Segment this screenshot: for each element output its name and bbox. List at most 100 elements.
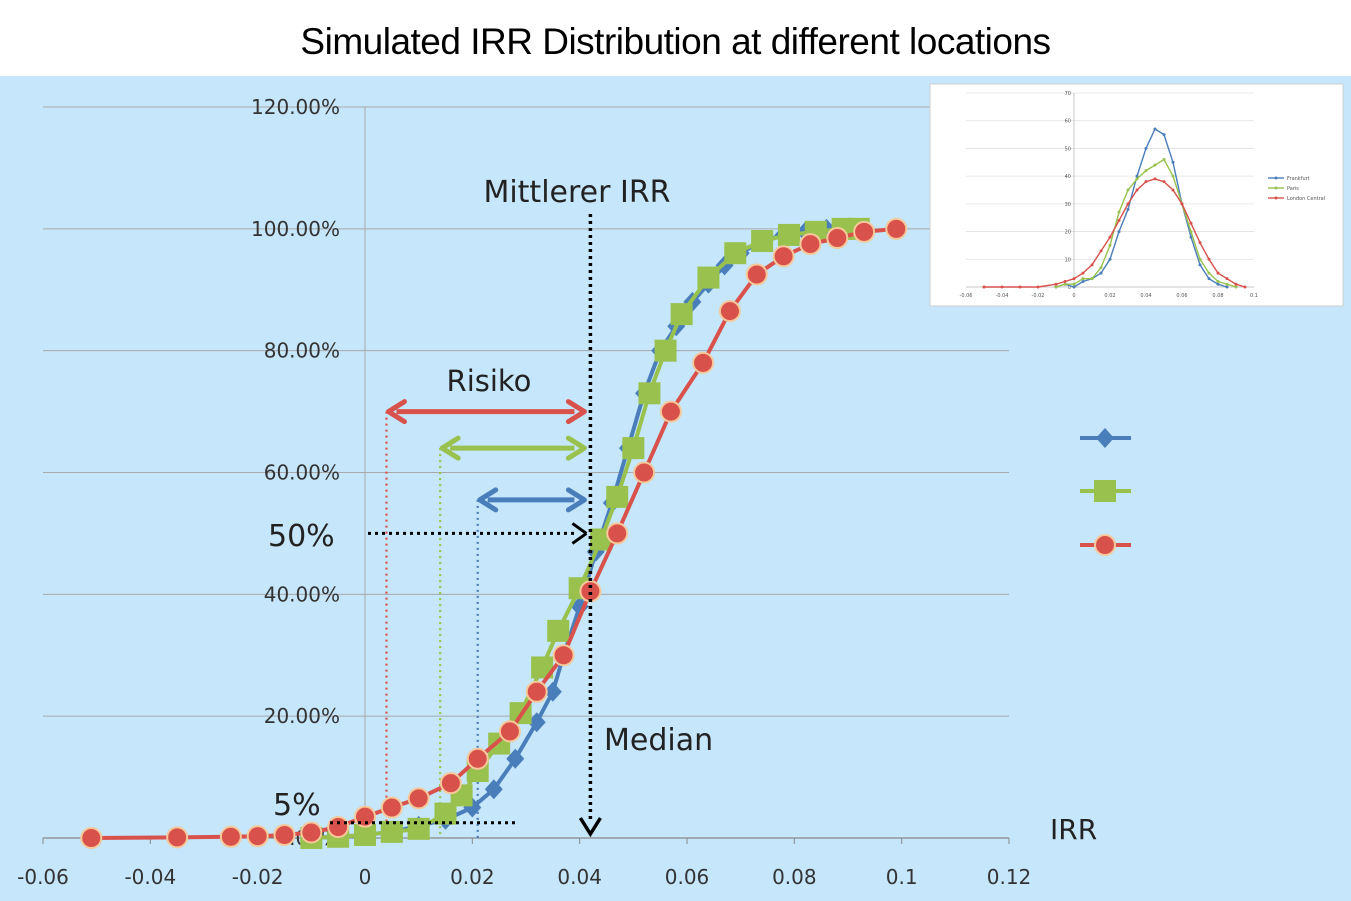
inset-data-point (1117, 218, 1121, 222)
data-point (622, 437, 645, 460)
inset-data-point (1135, 174, 1139, 178)
inset-data-point (1036, 285, 1040, 289)
inset-series-line (984, 178, 1246, 288)
inset-data-point (1054, 282, 1058, 286)
inset-data-point (1207, 257, 1211, 261)
risk-arrow-head-right (565, 435, 587, 461)
series-circle (80, 217, 908, 849)
inset-y-tick-label: 40 (1065, 174, 1071, 180)
inset-data-point (1225, 285, 1229, 289)
inset-data-point (1072, 282, 1076, 286)
inset-data-point (1189, 221, 1193, 225)
y-tick-label: 80.00% (264, 339, 340, 363)
data-point (826, 226, 849, 249)
data-point (633, 461, 656, 484)
median-arrow-head (578, 817, 602, 838)
title-bar (0, 0, 1351, 76)
data-point (659, 400, 682, 423)
inset-legend-marker (1274, 196, 1278, 200)
data-point (466, 747, 489, 770)
pct50-arrow-head (571, 522, 588, 545)
inset-legend-label: London Central (1287, 196, 1325, 202)
inset-data-point (1072, 277, 1076, 281)
inset-y-tick-label: 20 (1065, 230, 1071, 236)
inset-legend-label: Frankfurt (1287, 176, 1310, 182)
inset-data-point (1126, 207, 1130, 211)
inset-x-tick-label: -0.06 (960, 293, 973, 299)
inset-data-point (1144, 146, 1148, 150)
inset-data-point (1081, 271, 1085, 275)
inset-data-point (1198, 257, 1202, 261)
inset-data-point (1171, 188, 1175, 192)
inset-series-line (1055, 127, 1228, 288)
data-point (219, 825, 242, 848)
data-point (552, 644, 575, 667)
inset-data-point (1216, 271, 1220, 275)
data-point (506, 748, 525, 769)
inset-x-tick-label: 0.02 (1104, 293, 1115, 299)
data-point (547, 619, 570, 642)
y-tick-label: 60.00% (264, 461, 340, 485)
inset-series: Frankfurt (1054, 127, 1310, 289)
median-label: Median (604, 723, 713, 758)
x-tick-label: -0.02 (232, 865, 284, 889)
inset-data-point (1063, 282, 1067, 286)
data-point (380, 796, 403, 819)
x-tick-label: 0.1 (886, 865, 918, 889)
inset-data-point (982, 285, 986, 289)
y-tick-label: 40.00% (264, 582, 340, 606)
data-point (434, 802, 457, 825)
pct5-label: 5% (273, 788, 321, 823)
page-title: Simulated IRR Distribution at different … (300, 21, 1051, 62)
inset-data-point (1144, 169, 1148, 173)
x-axis-title: IRR (1050, 813, 1097, 846)
data-point (853, 220, 876, 243)
data-point (1094, 480, 1116, 502)
y-tick-label: 100.00% (251, 217, 340, 241)
inset-series: Paris (1054, 158, 1299, 289)
inset-data-point (1162, 133, 1166, 137)
data-point (692, 351, 715, 374)
legend-entry-diamond (1080, 428, 1131, 448)
y-tick-label: 120.00% (251, 95, 340, 119)
inset-data-point (1108, 257, 1112, 261)
pct50-label: 50% (268, 519, 335, 554)
inset-y-tick-label: 10 (1065, 257, 1071, 263)
data-point (724, 242, 747, 265)
data-point (777, 223, 800, 246)
inset-data-point (1081, 277, 1085, 281)
inset-data-point (1117, 210, 1121, 214)
inset-data-point (1117, 230, 1121, 234)
data-point (407, 787, 430, 810)
inset-data-point (1090, 277, 1094, 281)
inset-data-point (1000, 285, 1004, 289)
inset-legend-label: Paris (1287, 186, 1299, 192)
inset-data-point (1153, 127, 1157, 131)
inset-x-tick-label: 0.06 (1176, 293, 1187, 299)
risk-arrow-head-right (565, 399, 587, 425)
inset-data-point (1216, 279, 1220, 283)
inset-x-tick-label: 0.04 (1140, 293, 1151, 299)
data-point (885, 217, 908, 240)
inset-data-point (1225, 282, 1229, 286)
inset-data-point (1243, 285, 1247, 289)
data-point (799, 233, 822, 256)
series-line (91, 226, 897, 840)
risk-arrow-head-left (385, 399, 407, 425)
inset-series: London Central (982, 177, 1325, 289)
data-point (718, 300, 741, 323)
inset-chart: 0 10 20 30 40 50 60 70 -0.06 -0.04 -0.02 0 0.02 0.04 0… (929, 83, 1344, 307)
data-point (543, 681, 562, 702)
inset-data-point (1108, 235, 1112, 239)
data-point (579, 580, 602, 603)
data-point (606, 522, 629, 545)
inset-data-point (1099, 249, 1103, 253)
inset-data-point (1054, 285, 1058, 289)
risk-arrow-head-right (565, 487, 587, 513)
mean-label: Mittlerer IRR (483, 175, 670, 210)
data-point (80, 827, 103, 849)
inset-data-point (1099, 271, 1103, 275)
legend-entry-square (1080, 480, 1131, 502)
inset-legend-marker (1274, 186, 1278, 190)
